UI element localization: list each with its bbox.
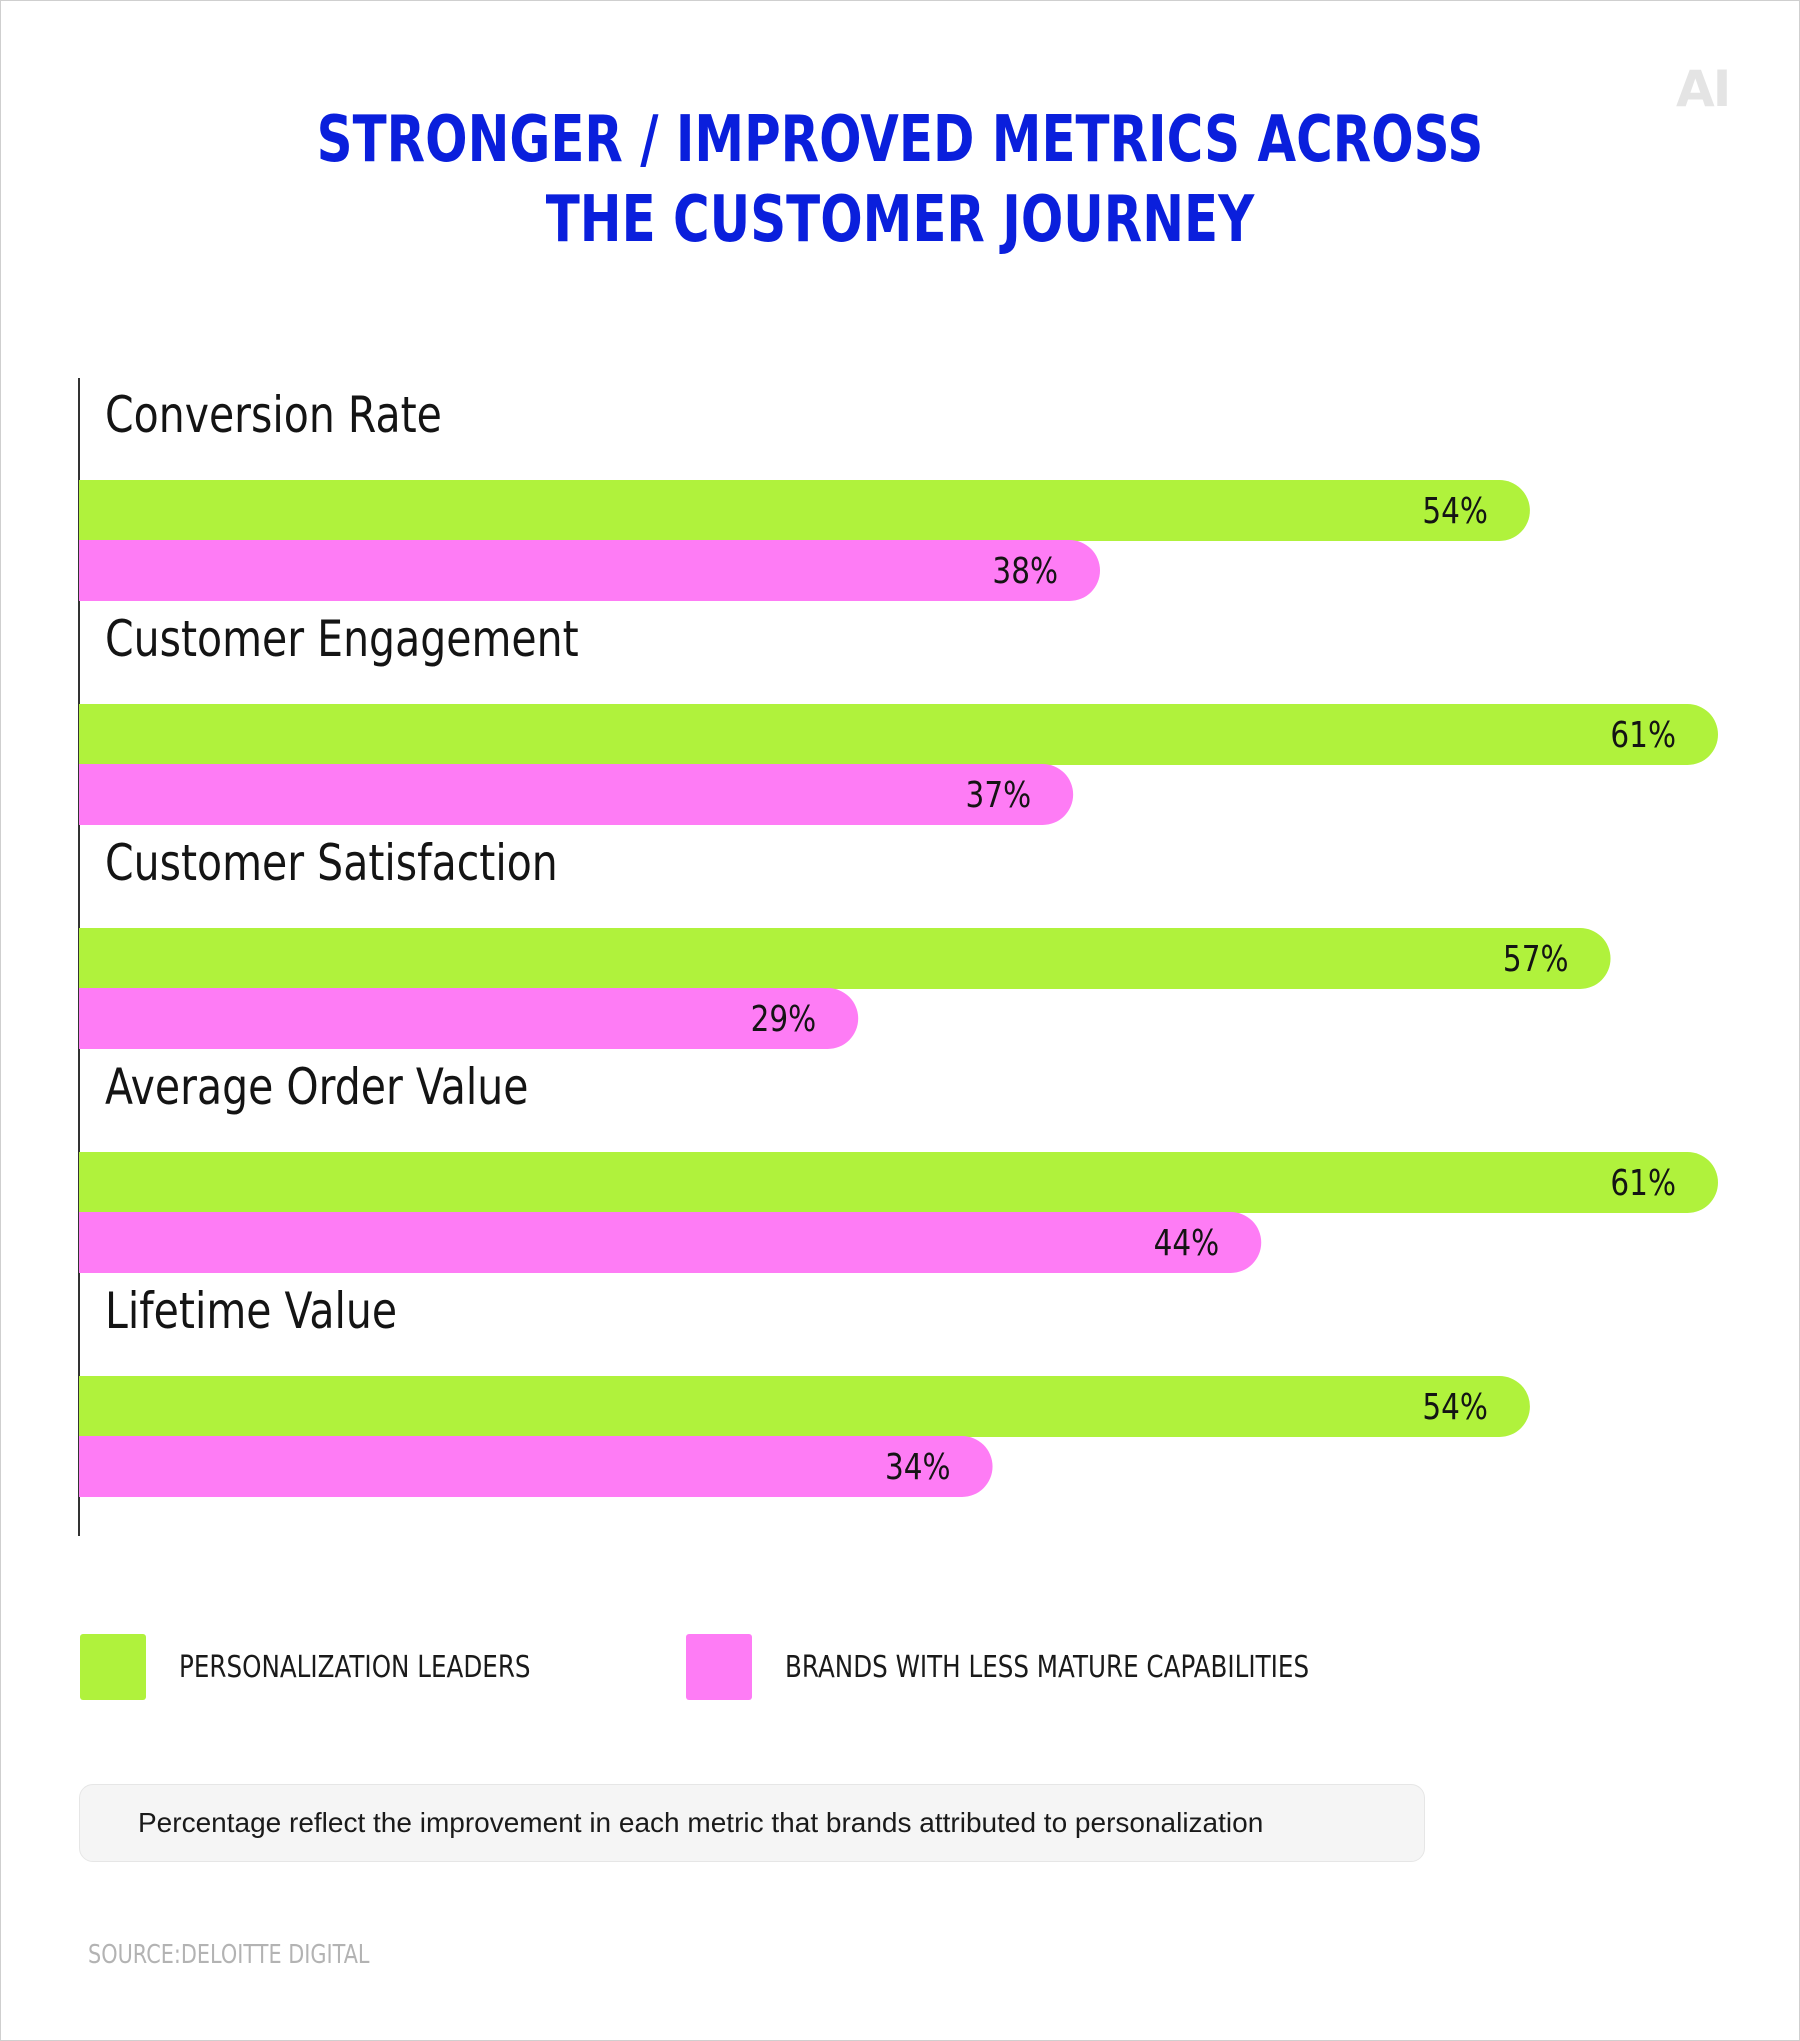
value-label-customer-engagement-leaders: 61% (1610, 713, 1676, 756)
bar-chart: Conversion Rate 54% 38% Customer Engagement… (78, 378, 1718, 1536)
value-label-customer-satisfaction-less-mature: 29% (751, 997, 817, 1040)
category-label-customer-engagement: Customer Engagement (105, 610, 579, 668)
legend-swatch-leaders (80, 1634, 146, 1700)
category-label-customer-satisfaction: Customer Satisfaction (105, 834, 558, 892)
bar-lifetime-value-less-mature (79, 1436, 993, 1497)
legend-item-less-mature: BRANDS WITH LESS MATURE CAPABILITIES (686, 1634, 1424, 1700)
value-label-conversion-rate-leaders: 54% (1422, 489, 1488, 532)
value-label-average-order-value-leaders: 61% (1610, 1161, 1676, 1204)
category-label-conversion-rate: Conversion Rate (105, 386, 442, 444)
chart-title-line-2: THE CUSTOMER JOURNEY (545, 183, 1255, 257)
category-label-lifetime-value: Lifetime Value (105, 1282, 397, 1340)
bar-customer-satisfaction-leaders (79, 928, 1611, 989)
legend-label-less-mature: BRANDS WITH LESS MATURE CAPABILITIES (785, 1649, 1310, 1685)
footnote-box: Percentage reflect the improvement in ea… (79, 1784, 1425, 1862)
legend-label-leaders: PERSONALIZATION LEADERS (179, 1649, 531, 1685)
bar-customer-engagement-leaders (79, 704, 1718, 765)
value-label-customer-engagement-less-mature: 37% (966, 773, 1032, 816)
source-credit: SOURCE:DELOITTE DIGITAL (88, 1940, 370, 1970)
chart-title-line-1: STRONGER / IMPROVED METRICS ACROSS (316, 103, 1484, 177)
category-label-average-order-value: Average Order Value (105, 1058, 529, 1116)
chart-title: STRONGER / IMPROVED METRICS ACROSS THE C… (198, 100, 1602, 260)
value-label-customer-satisfaction-leaders: 57% (1503, 937, 1569, 980)
value-label-average-order-value-less-mature: 44% (1154, 1221, 1220, 1264)
bar-conversion-rate-less-mature (79, 540, 1101, 601)
bar-average-order-value-leaders (79, 1152, 1718, 1213)
bar-customer-satisfaction-less-mature (79, 988, 859, 1049)
bar-conversion-rate-leaders (79, 480, 1530, 541)
value-label-lifetime-value-less-mature: 34% (885, 1445, 951, 1488)
legend-item-leaders: PERSONALIZATION LEADERS (80, 1634, 608, 1700)
bar-customer-engagement-less-mature (79, 764, 1074, 825)
bar-average-order-value-less-mature (79, 1212, 1262, 1273)
brand-logo: AI (1676, 60, 1731, 118)
value-label-conversion-rate-less-mature: 38% (992, 549, 1058, 592)
footnote-text: Percentage reflect the improvement in ea… (138, 1807, 1264, 1838)
bar-lifetime-value-leaders (79, 1376, 1530, 1437)
legend-swatch-less-mature (686, 1634, 752, 1700)
value-label-lifetime-value-leaders: 54% (1422, 1385, 1488, 1428)
